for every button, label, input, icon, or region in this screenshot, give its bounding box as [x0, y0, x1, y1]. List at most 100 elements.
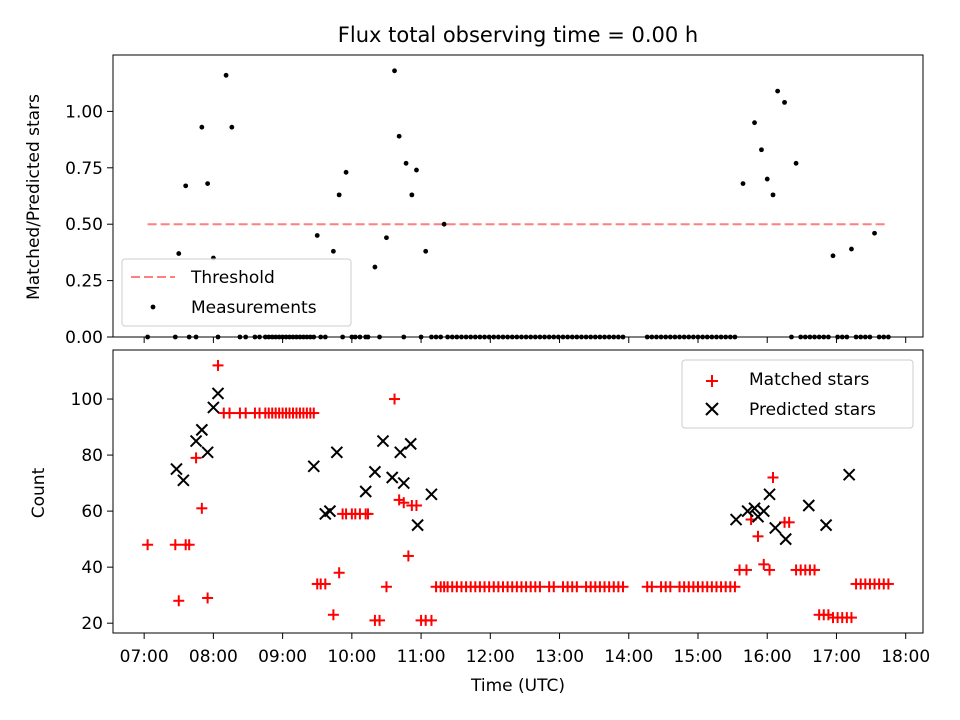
measurement-point	[396, 133, 402, 139]
predicted-star-point	[201, 446, 214, 459]
measurement-point	[372, 264, 378, 270]
x-axis-label: Time (UTC)	[470, 676, 565, 696]
x-tick-label: 08:00	[189, 647, 238, 667]
matched-star-point	[240, 407, 252, 419]
top-legend-box	[121, 258, 352, 327]
measurement-point	[441, 221, 447, 227]
matched-star-point	[764, 564, 776, 576]
matched-star-point	[327, 609, 339, 621]
measurement-point	[205, 181, 211, 186]
matched-star-point	[845, 612, 857, 624]
matched-star-point	[617, 581, 629, 593]
measurement-point	[223, 72, 229, 78]
top-y-ticks: 0.00 0.25 0.50 0.75 1.00	[65, 102, 113, 348]
legend-matched-swatch	[706, 375, 718, 387]
matched-star-point	[740, 564, 752, 576]
measurement-point	[343, 169, 349, 175]
top-legend: Threshold Measurements	[121, 258, 352, 327]
measurement-point	[872, 230, 877, 236]
predicted-star-point	[323, 504, 337, 518]
matched-stars-points	[142, 359, 894, 626]
measurement-point	[793, 160, 799, 166]
matched-star-point	[646, 581, 658, 593]
predicted-star-point	[842, 468, 856, 481]
predicted-star-point	[748, 502, 761, 515]
predicted-star-point	[729, 513, 743, 526]
measurement-point	[336, 192, 342, 198]
bottom-plot-frame	[112, 349, 924, 634]
y-tick-label: 0.75	[65, 159, 103, 179]
predicted-star-point	[411, 518, 424, 532]
top-plot-frame	[112, 54, 924, 338]
bottom-panel: 20 40 60 80 100 07:00 08:00 09:00 10:00 11:00 12:…	[29, 349, 930, 696]
bottom-y-ticks: 20 40 60 80 100	[71, 390, 113, 634]
legend-threshold-label: Threshold	[190, 268, 275, 288]
predicted-star-point	[769, 521, 782, 535]
measurement-point	[183, 183, 189, 189]
predicted-star-point	[307, 460, 320, 473]
matched-star-point	[173, 595, 185, 607]
matched-star-point	[308, 407, 320, 419]
legend-predicted-swatch	[705, 402, 719, 416]
matched-star-point	[196, 502, 208, 514]
predicted-stars-points	[170, 387, 856, 546]
matched-star-point	[534, 581, 546, 593]
measurement-point	[392, 68, 397, 74]
predicted-star-point	[195, 423, 209, 437]
predicted-star-point	[211, 387, 225, 400]
matched-star-point	[190, 452, 202, 464]
measurement-point	[830, 253, 836, 259]
predicted-star-point	[425, 488, 438, 501]
matched-star-point	[224, 407, 236, 419]
x-tick-label: 12:00	[466, 647, 515, 667]
bottom-legend-box	[681, 359, 914, 429]
predicted-star-point	[207, 401, 220, 414]
y-tick-label: 0.25	[65, 272, 103, 292]
matched-star-point	[402, 550, 414, 562]
predicted-star-point	[170, 462, 183, 476]
matched-star-point	[410, 500, 422, 512]
x-tick-label: 15:00	[674, 647, 723, 667]
matched-star-point	[374, 614, 386, 626]
y-tick-label: 1.00	[65, 102, 103, 122]
y-tick-label: 40	[81, 558, 103, 578]
legend-measurements-label: Measurements	[191, 298, 317, 318]
x-tick-label: 07:00	[120, 647, 169, 667]
predicted-star-point	[757, 504, 770, 518]
matched-star-point	[333, 567, 345, 579]
top-panel: 0.00 0.25 0.50 0.75 1.00 Matched/Predicted s…	[24, 54, 924, 348]
predicted-star-point	[819, 518, 833, 532]
predicted-star-point	[397, 476, 410, 490]
matched-star-point	[767, 471, 779, 483]
x-tick-label: 18:00	[881, 647, 930, 667]
x-tick-label: 17:00	[812, 647, 861, 667]
predicted-star-point	[368, 465, 382, 479]
measurement-point	[740, 181, 746, 186]
y-tick-label: 0.00	[65, 328, 103, 348]
y-tick-label: 20	[81, 614, 103, 634]
matched-star-point	[202, 592, 214, 604]
measurement-point	[409, 192, 415, 198]
matched-star-point	[752, 530, 764, 542]
measurement-point	[229, 124, 235, 130]
matched-star-point	[548, 581, 560, 593]
matched-star-point	[729, 581, 741, 593]
matched-star-point	[809, 564, 821, 576]
matched-star-point	[380, 581, 392, 593]
matched-star-point	[212, 359, 224, 371]
matched-star-point	[169, 539, 181, 551]
matched-star-point	[758, 558, 770, 570]
predicted-star-point	[741, 504, 754, 518]
matched-star-point	[783, 516, 795, 528]
y-tick-label: 0.50	[65, 215, 103, 235]
measurement-point	[764, 176, 770, 182]
measurement-point	[384, 235, 389, 241]
measurement-point	[759, 147, 764, 153]
matched-star-point	[183, 539, 195, 551]
y-tick-label: 80	[81, 446, 103, 466]
bottom-y-axis-label: Count	[29, 467, 49, 518]
y-tick-label: 60	[81, 502, 103, 522]
matched-star-point	[882, 578, 894, 590]
matched-star-point	[398, 497, 410, 509]
measurement-point	[849, 246, 854, 252]
